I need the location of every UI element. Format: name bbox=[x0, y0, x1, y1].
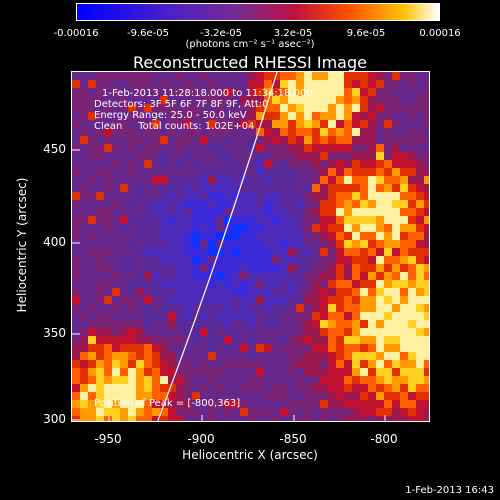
y-tick-label: 350 bbox=[43, 326, 66, 340]
colorbar-tick: 9.6e-05 bbox=[346, 28, 386, 39]
energy-range-label: Energy Range: 25.0 - 50.0 keV bbox=[94, 110, 247, 121]
y-tick-label: 400 bbox=[43, 235, 66, 249]
solar-limb bbox=[72, 72, 386, 421]
x-axis-label: Heliocentric X (arcsec) bbox=[182, 448, 318, 462]
y-tick-label: 450 bbox=[43, 142, 66, 156]
x-tick-label: -850 bbox=[279, 432, 307, 446]
footer-timestamp: 1-Feb-2013 16:43 bbox=[405, 485, 494, 496]
colorbar-tick: 0.00016 bbox=[419, 28, 461, 39]
colorbar-tick: -3.2e-05 bbox=[200, 28, 242, 39]
image-plot: 1-Feb-2013 11:28:18.000 to 11:34:18.000 … bbox=[71, 71, 430, 422]
x-tick-label: -950 bbox=[94, 432, 122, 446]
x-tick-label: -800 bbox=[370, 432, 398, 446]
colorbar-tick: -0.00016 bbox=[53, 28, 99, 39]
plot-title: Reconstructed RHESSI Image bbox=[133, 53, 367, 72]
colorbar bbox=[76, 3, 440, 21]
detectors-label: Detectors: 3F 5F 6F 7F 8F 9F, Att:0 bbox=[94, 99, 269, 110]
colorbar-units: (photons cm⁻² s⁻¹ asec⁻²) bbox=[185, 39, 315, 50]
colorbar-tick: -9.6e-05 bbox=[127, 28, 169, 39]
colorbar-tick: 3.2e-05 bbox=[273, 28, 313, 39]
clean-counts-label: Clean Total counts: 1.02E+04 bbox=[94, 121, 255, 132]
y-tick-label: 300 bbox=[43, 412, 66, 426]
x-tick-label: -900 bbox=[187, 432, 215, 446]
y-axis-label: Heliocentric Y (arcsec) bbox=[15, 177, 29, 313]
peak-position-label: Position of Peak = [-800,363] bbox=[94, 398, 241, 409]
heatmap-image bbox=[72, 72, 429, 421]
time-range-label: 1-Feb-2013 11:28:18.000 to 11:34:18.000 bbox=[102, 88, 313, 99]
